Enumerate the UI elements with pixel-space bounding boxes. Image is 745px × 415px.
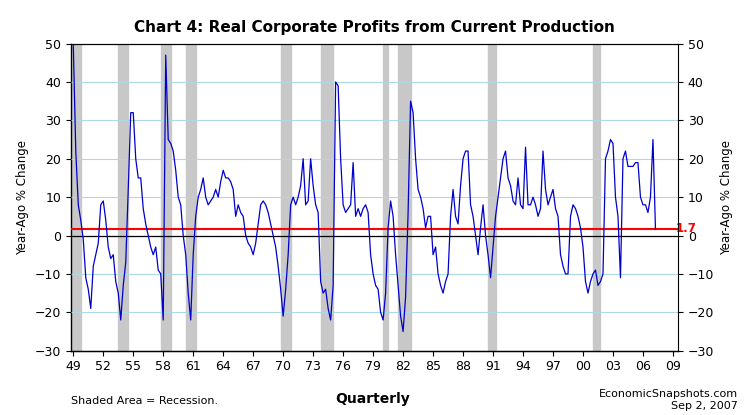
Bar — [488, 44, 495, 351]
Bar — [71, 44, 80, 351]
Text: Sep 2, 2007: Sep 2, 2007 — [670, 401, 738, 411]
Bar — [398, 44, 410, 351]
Bar — [186, 44, 196, 351]
Bar — [281, 44, 291, 351]
Bar — [593, 44, 600, 351]
Title: Chart 4: Real Corporate Profits from Current Production: Chart 4: Real Corporate Profits from Cur… — [134, 20, 615, 35]
Bar — [118, 44, 128, 351]
Y-axis label: Year-Ago % Change: Year-Ago % Change — [720, 139, 732, 255]
Text: 1.7: 1.7 — [676, 222, 697, 235]
Y-axis label: Year-Ago % Change: Year-Ago % Change — [16, 139, 29, 255]
Bar — [383, 44, 388, 351]
Text: EconomicSnapshots.com: EconomicSnapshots.com — [598, 389, 738, 399]
Bar — [320, 44, 333, 351]
Text: Shaded Area = Recession.: Shaded Area = Recession. — [71, 396, 218, 406]
Bar — [161, 44, 171, 351]
Text: Quarterly: Quarterly — [335, 392, 410, 406]
